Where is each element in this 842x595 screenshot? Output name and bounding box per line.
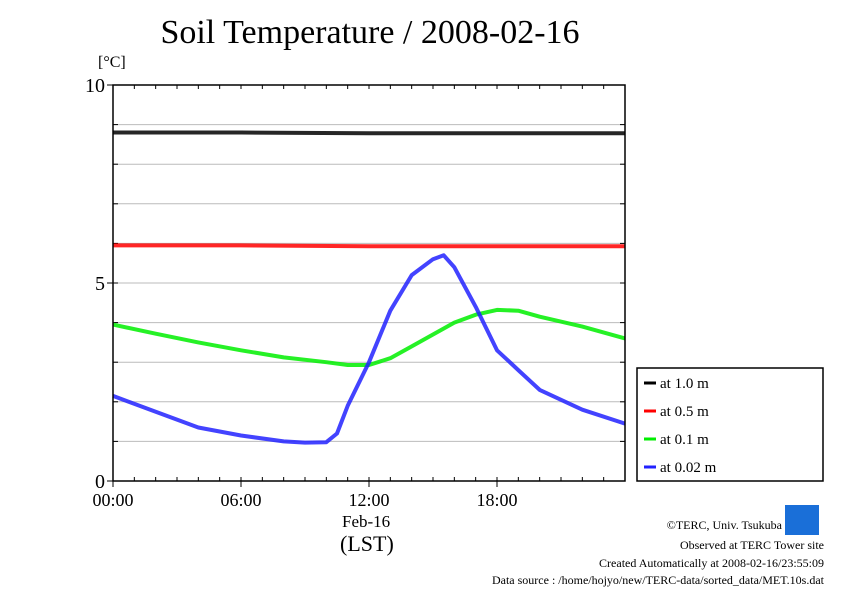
- data-source: Data source : /home/hojyo/new/TERC-data/…: [491, 573, 824, 587]
- chart-title: Soil Temperature / 2008-02-16: [160, 14, 580, 51]
- created-note: Created Automatically at 2008-02-16/23:5…: [599, 556, 824, 570]
- series-line-1: [113, 243, 625, 249]
- x-tick-label: 12:00: [348, 490, 389, 510]
- observed-note: Observed at TERC Tower site: [679, 538, 824, 552]
- copyright: ©TERC, Univ. Tsukuba: [666, 518, 782, 532]
- y-tick-label: 0: [95, 471, 105, 493]
- x-tick-label: 18:00: [476, 490, 517, 510]
- y-axis-unit: [°C]: [98, 54, 126, 71]
- y-tick-label: 5: [95, 273, 105, 295]
- y-tick-label: 10: [85, 75, 105, 97]
- terc-logo: [785, 505, 819, 535]
- date-label: Feb-16: [342, 512, 391, 531]
- x-tick-label: 00:00: [92, 490, 133, 510]
- x-tick-label: 06:00: [220, 490, 261, 510]
- legend-box: [636, 367, 824, 482]
- series-line-3: [112, 253, 626, 445]
- x-axis-label: (LST): [340, 531, 394, 556]
- series-line-0: [113, 130, 625, 136]
- legend-label-0: at 1.0 m: [660, 376, 709, 392]
- legend-label-1: at 0.5 m: [660, 404, 709, 420]
- series-line-2: [112, 307, 626, 367]
- legend-label-3: at 0.02 m: [660, 460, 717, 476]
- legend-label-2: at 0.1 m: [660, 432, 709, 448]
